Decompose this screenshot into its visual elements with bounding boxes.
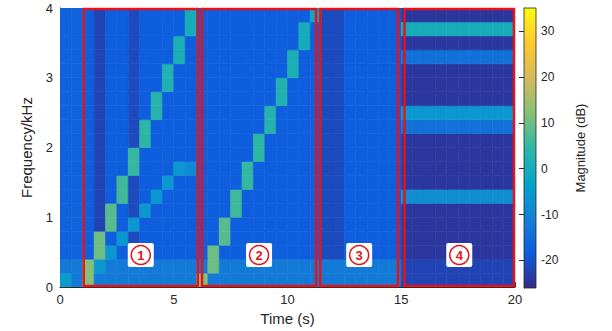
svg-text:3: 3 [46, 70, 53, 85]
svg-text:30: 30 [541, 24, 555, 38]
svg-text:1: 1 [137, 248, 144, 263]
svg-text:0: 0 [46, 280, 53, 295]
svg-text:5: 5 [170, 292, 177, 307]
svg-text:Frequency/kHz: Frequency/kHz [18, 97, 35, 198]
svg-text:-10: -10 [541, 208, 559, 222]
svg-text:Magnitude (dB): Magnitude (dB) [573, 104, 588, 193]
svg-text:10: 10 [541, 116, 555, 130]
svg-text:4: 4 [46, 1, 53, 16]
svg-text:0: 0 [541, 162, 548, 176]
svg-text:2: 2 [255, 248, 262, 263]
svg-text:20: 20 [541, 70, 555, 84]
svg-text:Time (s): Time (s) [260, 310, 314, 327]
svg-text:0: 0 [56, 292, 63, 307]
svg-text:4: 4 [456, 248, 464, 263]
svg-text:2: 2 [46, 140, 53, 155]
svg-text:15: 15 [394, 292, 408, 307]
svg-text:3: 3 [356, 248, 363, 263]
svg-text:10: 10 [280, 292, 294, 307]
svg-text:20: 20 [508, 292, 522, 307]
svg-text:-20: -20 [541, 253, 559, 267]
svg-text:1: 1 [46, 210, 53, 225]
